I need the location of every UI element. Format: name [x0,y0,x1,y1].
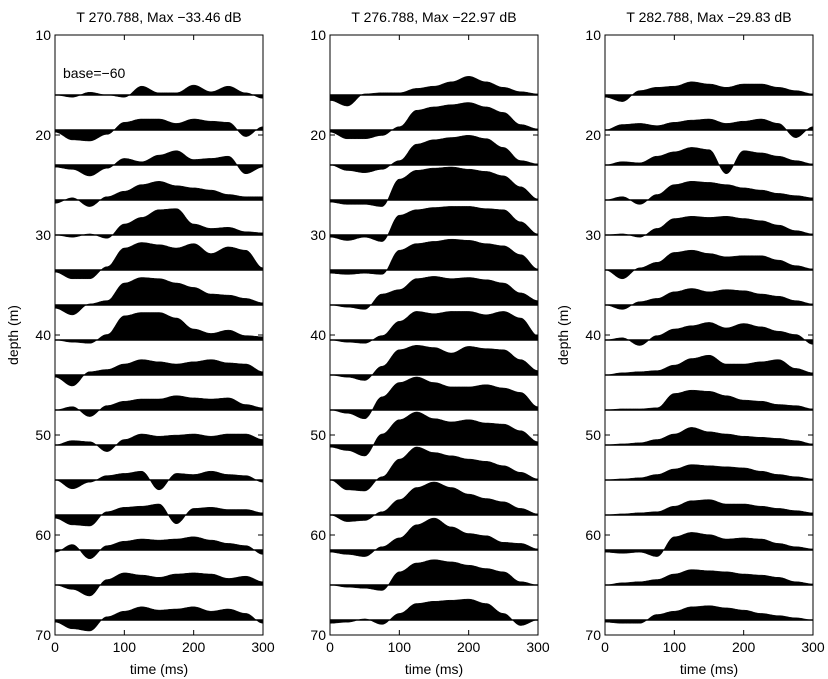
trace-depth-33.5 [55,242,263,280]
y-tick-label: 60 [310,527,326,543]
y-tick-label: 30 [35,227,51,243]
y-tick-label: 10 [310,27,326,43]
x-tick-label: 0 [326,639,334,655]
panel-title: T 282.788, Max −29.83 dB [626,9,791,25]
trace-depth-37 [605,288,813,310]
trace-depth-23 [605,147,813,174]
trace-depth-47.5 [55,395,263,417]
trace-depth-19.5 [330,102,538,140]
trace-depth-16 [605,81,813,102]
x-tick-label: 0 [51,639,59,655]
trace-depth-68.5 [55,606,263,632]
y-tick-label: 60 [35,527,51,543]
trace-depth-26.5 [330,166,538,207]
trace-depth-65 [330,559,538,591]
y-tick-label: 10 [585,27,601,43]
panel-title: T 276.788, Max −22.97 dB [351,9,516,25]
trace-depth-16 [55,84,263,99]
trace-depth-44 [55,359,263,387]
x-tick-label: 300 [801,639,825,655]
trace-depth-61.5 [330,517,538,557]
trace-depth-51 [55,433,263,452]
trace-depth-68.5 [605,605,813,624]
y-tick-label: 40 [585,327,601,343]
x-axis-label: time (ms) [405,661,463,677]
trace-depth-16 [330,76,538,107]
x-tick-label: 0 [601,639,609,655]
trace-group [605,81,813,624]
trace-depth-68.5 [330,598,538,626]
trace-depth-40.5 [605,322,813,346]
x-tick-label: 100 [113,639,137,655]
y-axis-label: depth (m) [5,305,21,365]
trace-depth-37 [55,277,263,316]
panel-3: 10 20 30 40 50 60 700 100 200 300 T 282.788, Max −… [555,9,825,677]
trace-depth-44 [330,345,538,381]
trace-depth-37 [330,276,538,310]
base-annotation: base=−60 [63,65,125,81]
trace-depth-33.5 [605,249,813,280]
y-tick-label: 70 [35,627,51,643]
trace-depth-65 [605,569,813,586]
y-tick-label: 20 [35,127,51,143]
x-axis-label: time (ms) [680,661,738,677]
x-tick-label: 100 [663,639,687,655]
trace-depth-47.5 [605,389,813,411]
trace-group [330,76,538,626]
trace-depth-23 [330,135,538,173]
trace-depth-23 [55,150,263,177]
y-tick-label: 30 [310,227,326,243]
x-tick-label: 200 [457,639,481,655]
trace-depth-51 [605,427,813,446]
trace-depth-26.5 [55,181,263,207]
x-tick-label: 200 [732,639,756,655]
trace-depth-58 [605,499,813,516]
trace-depth-30 [605,216,813,238]
trace-depth-61.5 [605,532,813,557]
y-tick-label: 50 [585,427,601,443]
y-tick-label: 60 [585,527,601,543]
trace-depth-58 [330,481,538,522]
panel-2: 10 20 30 40 50 60 700 100 200 300 T 276.788, Max −… [310,9,549,677]
y-tick-label: 50 [35,427,51,443]
x-tick-label: 300 [251,639,275,655]
trace-depth-40.5 [55,312,263,344]
x-tick-label: 300 [526,639,550,655]
trace-depth-30 [330,206,538,242]
panel-title: T 270.788, Max −33.46 dB [76,9,241,25]
y-tick-label: 50 [310,427,326,443]
trace-depth-26.5 [605,181,813,205]
x-tick-label: 100 [388,639,412,655]
trace-depth-54.5 [605,464,813,481]
y-tick-label: 70 [310,627,326,643]
y-tick-label: 10 [35,27,51,43]
trace-depth-33.5 [330,238,538,275]
x-axis-label: time (ms) [130,661,188,677]
y-tick-label: 70 [585,627,601,643]
trace-depth-47.5 [330,376,538,420]
trace-depth-61.5 [55,536,263,560]
y-tick-label: 20 [585,127,601,143]
trace-depth-44 [605,354,813,376]
y-tick-label: 40 [35,327,51,343]
trace-depth-30 [55,208,263,239]
y-tick-label: 40 [310,327,326,343]
trace-depth-51 [330,411,538,457]
trace-depth-19.5 [605,118,813,138]
x-tick-label: 200 [182,639,206,655]
trace-depth-40.5 [330,311,538,344]
y-axis-label: depth (m) [555,305,571,365]
y-tick-label: 30 [585,227,601,243]
trace-group [55,84,263,632]
y-tick-label: 20 [310,127,326,143]
panel-1: 10 20 30 40 50 60 700 100 200 300 T 270.788, Max −… [5,9,275,677]
